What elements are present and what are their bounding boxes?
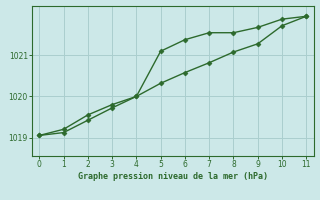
X-axis label: Graphe pression niveau de la mer (hPa): Graphe pression niveau de la mer (hPa)	[78, 172, 268, 181]
